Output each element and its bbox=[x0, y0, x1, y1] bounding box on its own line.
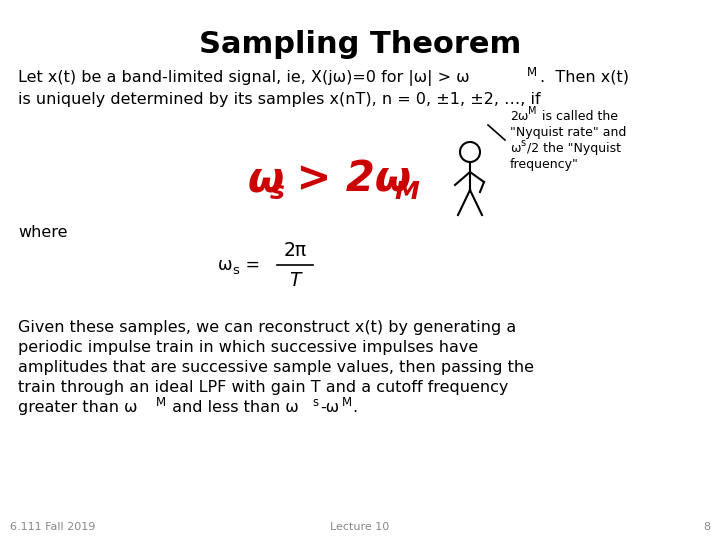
Text: is called the: is called the bbox=[538, 110, 618, 123]
Text: M: M bbox=[528, 106, 536, 116]
Text: frequency": frequency" bbox=[510, 158, 579, 171]
Text: s: s bbox=[520, 138, 525, 148]
Text: and less than ω: and less than ω bbox=[167, 400, 299, 415]
Text: Given these samples, we can reconstruct x(t) by generating a: Given these samples, we can reconstruct … bbox=[18, 320, 516, 335]
Text: train through an ideal LPF with gain T and a cutoff frequency: train through an ideal LPF with gain T a… bbox=[18, 380, 508, 395]
Text: ω: ω bbox=[510, 142, 521, 155]
Text: T: T bbox=[289, 272, 301, 291]
Text: M: M bbox=[156, 396, 166, 409]
Text: Let x(t) be a band-limited signal, ie, X(jω)=0 for |ω| > ω: Let x(t) be a band-limited signal, ie, X… bbox=[18, 70, 469, 86]
Text: is uniquely determined by its samples x(nT), n = 0, ±1, ±2, …, if: is uniquely determined by its samples x(… bbox=[18, 92, 541, 107]
Text: where: where bbox=[18, 225, 68, 240]
Text: s: s bbox=[232, 265, 239, 278]
Text: greater than ω: greater than ω bbox=[18, 400, 138, 415]
Text: =: = bbox=[240, 256, 260, 274]
Text: ω: ω bbox=[218, 256, 233, 274]
Text: Sampling Theorem: Sampling Theorem bbox=[199, 30, 521, 59]
Text: Lecture 10: Lecture 10 bbox=[330, 522, 390, 532]
Text: s: s bbox=[312, 396, 318, 409]
Text: -ω: -ω bbox=[320, 400, 339, 415]
Text: ω: ω bbox=[248, 159, 284, 201]
Text: "Nyquist rate" and: "Nyquist rate" and bbox=[510, 126, 626, 139]
Text: .: . bbox=[352, 400, 357, 415]
Text: M: M bbox=[527, 66, 537, 79]
Text: M: M bbox=[342, 396, 352, 409]
Text: s: s bbox=[270, 180, 285, 204]
Text: 8: 8 bbox=[703, 522, 710, 532]
Text: 6.111 Fall 2019: 6.111 Fall 2019 bbox=[10, 522, 95, 532]
Text: .  Then x(t): . Then x(t) bbox=[540, 70, 629, 85]
Text: M: M bbox=[394, 180, 419, 204]
Text: /2 the "Nyquist: /2 the "Nyquist bbox=[527, 142, 621, 155]
Text: periodic impulse train in which successive impulses have: periodic impulse train in which successi… bbox=[18, 340, 478, 355]
Text: 2ω: 2ω bbox=[510, 110, 528, 123]
Text: > 2ω: > 2ω bbox=[282, 159, 411, 201]
Text: amplitudes that are successive sample values, then passing the: amplitudes that are successive sample va… bbox=[18, 360, 534, 375]
Text: 2π: 2π bbox=[284, 241, 307, 260]
